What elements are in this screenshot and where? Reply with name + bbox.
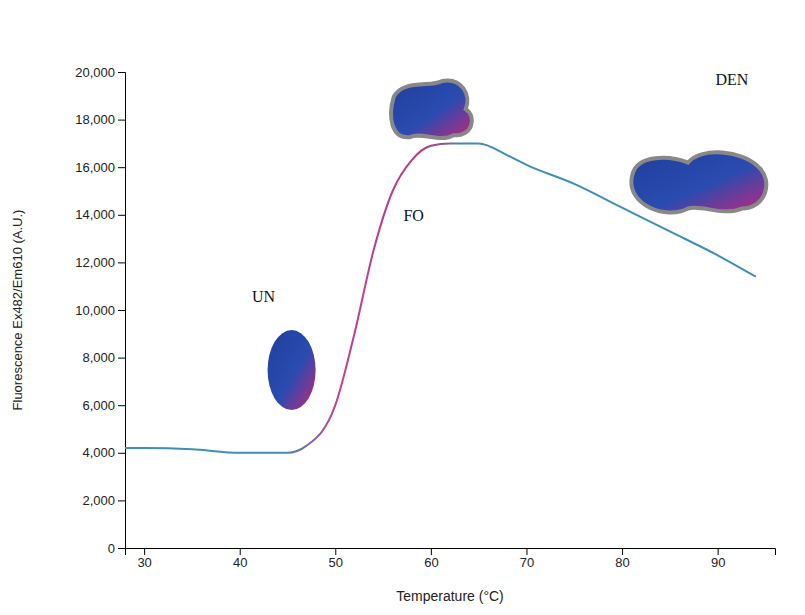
x-tick-label: 50 [329,555,343,570]
y-tick-mark [118,120,125,121]
y-tick-mark [118,453,125,454]
x-axis-title: Temperature (°C) [396,588,504,604]
y-axis-title: Fluorescence Ex482/Em610 (A.U.) [10,210,25,411]
y-tick-label: 16,000 [75,160,115,175]
y-tick-mark [118,262,125,263]
y-tick-label: 12,000 [75,255,115,270]
y-tick-label: 14,000 [75,207,115,222]
y-tick: 18,000 [75,112,125,127]
y-tick-mark [118,215,125,216]
x-tick: 50 [329,548,343,570]
y-tick: 10,000 [75,303,125,318]
x-tick: 30 [137,548,151,570]
y-tick: 14,000 [75,207,125,222]
y-tick-mark [118,500,125,501]
x-tick-mark [335,548,336,555]
folded-protein [391,81,472,138]
x-tick-mark [526,548,527,555]
folded-protein-shape [391,81,472,138]
y-tick-mark [118,310,125,311]
y-tick-label: 0 [108,541,115,556]
y-tick-label: 4,000 [82,445,115,460]
y-axis-line [118,73,126,549]
x-axis: 30 40 50 60 70 80 90 [126,548,776,570]
x-tick-mark [718,548,719,555]
x-tick-mark [144,548,145,555]
x-axis-line [126,549,776,556]
unfolded-protein [268,330,316,410]
x-tick: 40 [233,548,247,570]
x-tick-mark [622,548,623,555]
y-tick-label: 8,000 [82,350,115,365]
y-tick: 6,000 [82,398,125,413]
y-tick-label: 6,000 [82,398,115,413]
y-tick: 8,000 [82,350,125,365]
y-tick-mark [118,405,125,406]
data-line [125,143,756,452]
y-tick-mark [118,167,125,168]
x-tick: 80 [615,548,629,570]
plot-area [125,143,756,452]
x-tick: 70 [520,548,534,570]
y-tick-label: 10,000 [75,303,115,318]
x-tick-mark [431,548,432,555]
denatured-protein [631,152,766,212]
x-tick-mark [240,548,241,555]
chart: 0 2,000 4,000 6,000 8,000 10,000 12,000 14,000 1… [0,0,805,615]
x-tick-label: 70 [520,555,534,570]
y-tick: 12,000 [75,255,125,270]
y-tick: 16,000 [75,160,125,175]
x-tick: 60 [424,548,438,570]
y-axis: 0 2,000 4,000 6,000 8,000 10,000 12,000 14,000 1… [75,65,125,556]
y-tick: 4,000 [82,445,125,460]
x-tick-label: 30 [137,555,151,570]
x-tick-label: 90 [711,555,725,570]
y-tick: 20,000 [75,65,125,80]
y-tick-label: 18,000 [75,112,115,127]
annotation: DEN [716,71,749,88]
y-tick-mark [118,548,125,549]
x-tick: 90 [711,548,725,570]
y-tick: 0 [108,541,125,556]
x-tick-label: 60 [424,555,438,570]
annotation: UN [252,288,276,305]
y-tick: 2,000 [82,493,125,508]
denatured-protein-shape [631,152,766,212]
y-tick-label: 2,000 [82,493,115,508]
annotation: FO [403,207,423,224]
illustrations [268,81,767,410]
x-tick-label: 40 [233,555,247,570]
y-tick-label: 20,000 [75,65,115,80]
x-tick-label: 80 [615,555,629,570]
y-tick-mark [118,72,125,73]
y-tick-mark [118,358,125,359]
